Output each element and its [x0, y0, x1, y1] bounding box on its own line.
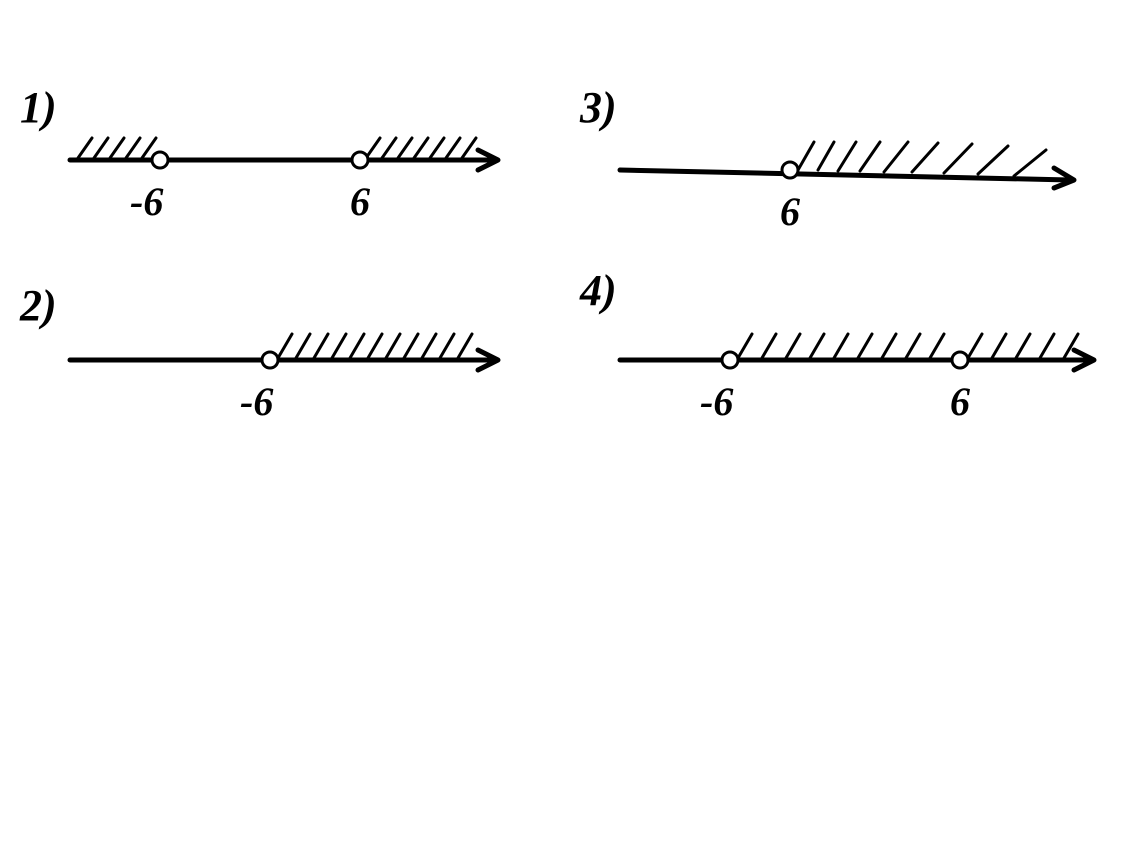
panel-4-tick-minus6: -6 [700, 378, 733, 425]
panel-4-tick-6: 6 [950, 378, 970, 425]
diagram-canvas: 1) [0, 0, 1136, 852]
